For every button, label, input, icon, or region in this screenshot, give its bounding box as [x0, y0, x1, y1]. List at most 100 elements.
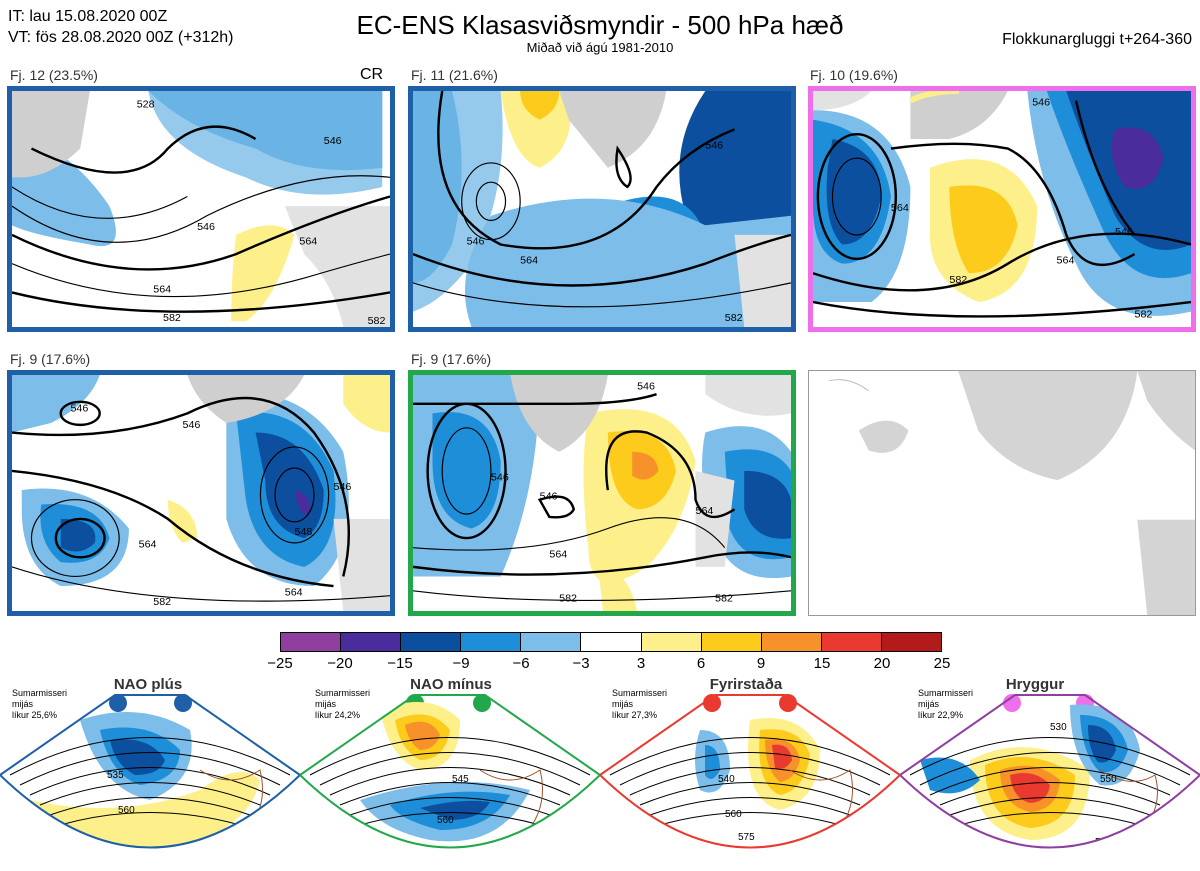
regime-1-dot [174, 694, 192, 712]
panel-4-contour-label: 546 [70, 403, 88, 415]
regime-stat-line: líkur 22,9% [918, 710, 964, 720]
colorbar-tick: −3 [572, 655, 590, 672]
colorbar-swatch [881, 633, 942, 651]
header-times: IT: lau 15.08.2020 00Z VT: fös 28.08.202… [8, 6, 233, 48]
colorbar-tick: 6 [696, 655, 706, 672]
panel-4-label: Fj. 9 (17.6%) [10, 351, 91, 367]
panel-3-contour-label: 564 [891, 202, 909, 214]
panel-3-contour-label: 546 [1032, 96, 1050, 108]
regime-2-dot [473, 694, 491, 712]
regime-stat-line: líkur 27,3% [612, 710, 658, 720]
regime-4-stats: Sumarmisseri mijás líkur 22,9% [918, 688, 973, 721]
regime-stat-line: mijás [612, 699, 634, 709]
cluster-panel-1[interactable]: 528 546 546 564 564 582 582 [7, 86, 395, 332]
regime-3-contour-label: 575 [738, 832, 755, 843]
cluster-panel-3[interactable]: 546 546 564 564 582 582 [808, 86, 1196, 332]
colorbar-swatch [821, 633, 882, 651]
regime-3-dot [703, 694, 721, 712]
regime-3-title: Fyrirstaða [709, 676, 783, 693]
regime-3-contour-label: 560 [725, 809, 742, 820]
panel-5-label: Fj. 9 (17.6%) [411, 351, 492, 367]
colorbar-tick: −6 [512, 655, 530, 672]
panel-5-contour-label: 546 [637, 380, 655, 392]
panel-1-contour-label: 564 [153, 284, 171, 296]
colorbar-tick: 25 [933, 655, 951, 672]
colorbar-swatch [581, 633, 642, 651]
colorbar-tick: −25 [267, 655, 293, 672]
panel-1-contour-label: 582 [163, 312, 181, 324]
regime-stat-line: líkur 24,2% [315, 710, 361, 720]
regime-2-contour-label: 560 [437, 815, 454, 826]
panel-5-contour-label: 564 [549, 548, 567, 560]
page-subtitle: Miðað við ágú 1981-2010 [526, 40, 674, 55]
valid-time: VT: fös 28.08.2020 00Z (+312h) [8, 29, 234, 46]
panel-1-label: Fj. 12 (23.5%) [10, 67, 98, 83]
regime-stat-line: mijás [918, 699, 940, 709]
panel-1-contour-label: 528 [137, 98, 155, 110]
cluster-window: Flokkunargluggi t+264-360 [1002, 31, 1192, 48]
colorbar-tick: 20 [873, 655, 891, 672]
cluster-panel-4[interactable]: 546 546 546 548 564 564 582 [7, 370, 395, 616]
regime-4-title: Hryggur [1005, 676, 1065, 693]
colorbar-swatch [701, 633, 762, 651]
panel-5-contour-label: 546 [540, 491, 558, 503]
panel-3-contour-label: 582 [1134, 308, 1152, 320]
regime-stat-line: Sumarmisseri [315, 688, 371, 698]
panel-2-label: Fj. 11 (21.6%) [411, 67, 498, 83]
regime-1-contour-label: 560 [118, 805, 135, 816]
regime-stat-line: mijás [12, 699, 34, 709]
panel-4-contour-label: 546 [182, 419, 200, 431]
regime-2-title: NAO mínus [410, 676, 492, 693]
regime-4-dot [1003, 694, 1021, 712]
regime-4-contour-label: 530 [1050, 722, 1067, 733]
panel-4-contour-label: 564 [285, 587, 303, 599]
panel-3-contour-label: 564 [1057, 255, 1075, 267]
colorbar-swatch [461, 633, 522, 651]
colorbar-swatch [281, 633, 342, 651]
cluster-panel-2[interactable]: 546 546 564 582 [408, 86, 796, 332]
colorbar-swatch [341, 633, 402, 651]
colorbar-swatch [521, 633, 582, 651]
cluster-panel-5[interactable]: 546 546 546 564 564 582 582 [408, 370, 796, 616]
regime-4-map[interactable]: 530 550 575 [900, 690, 1200, 870]
panel-4-contour-label: 548 [295, 526, 313, 538]
regime-1-dot [109, 694, 127, 712]
regime-stat-line: mijás [315, 699, 337, 709]
panel-2-contour-label: 546 [467, 236, 485, 248]
regime-2-contour-label: 545 [452, 774, 469, 785]
panel-3-label: Fj. 10 (19.6%) [810, 67, 898, 83]
panel-1-contour-label: 582 [368, 315, 386, 327]
empty-map-panel [808, 370, 1196, 616]
regime-3-dot [779, 694, 797, 712]
panel-5-contour-label: 582 [559, 592, 577, 604]
regime-1-stats: Sumarmisseri mijás líkur 25,6% [12, 688, 67, 721]
regime-1-contour-label: 535 [107, 770, 124, 781]
colorbar-tick: −9 [452, 655, 470, 672]
regime-stat-line: Sumarmisseri [918, 688, 974, 698]
colorbar-tick: −15 [387, 655, 413, 672]
panel-1-contour-label: 546 [197, 221, 215, 233]
regime-2-stats: Sumarmisseri mijás líkur 24,2% [315, 688, 370, 721]
panel-1-contour-label: 564 [299, 236, 317, 248]
regime-3-map[interactable]: 540 560 575 [600, 690, 900, 870]
initial-time: IT: lau 15.08.2020 00Z [8, 8, 168, 25]
colorbar-tick: 3 [636, 655, 646, 672]
panel-4-contour-label: 546 [333, 481, 351, 493]
panel-4-contour-label: 564 [139, 539, 157, 551]
panel-3-contour-label: 582 [949, 274, 967, 286]
regime-stat-line: líkur 25,6% [12, 710, 58, 720]
regime-2-map[interactable]: 545 560 575 [300, 690, 600, 870]
colorbar-swatch [641, 633, 702, 651]
colorbar-swatch [761, 633, 822, 651]
panel-2-contour-label: 582 [725, 312, 743, 324]
page-title: EC-ENS Klasasviðsmyndir - 500 hPa hæð [356, 10, 844, 40]
regime-3-contour-label: 540 [718, 774, 735, 785]
regime-stat-line: Sumarmisseri [12, 688, 68, 698]
panel-2-contour-label: 546 [705, 140, 723, 152]
regime-stat-line: Sumarmisseri [612, 688, 668, 698]
panel-5-contour-label: 546 [491, 472, 509, 484]
colorbar-tick: 9 [756, 655, 766, 672]
regime-1-map[interactable]: 535 560 [0, 690, 300, 870]
colorbar [280, 632, 942, 652]
panel-5-contour-label: 582 [715, 592, 733, 604]
